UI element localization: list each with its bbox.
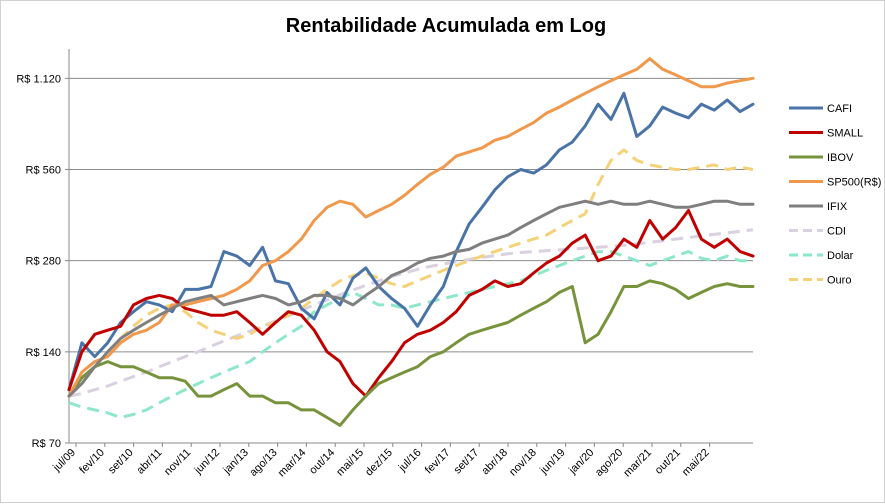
x-tick-label: dez/15	[363, 447, 395, 479]
chart-title: Rentabilidade Acumulada em Log	[286, 15, 606, 37]
series-line-ouro	[67, 148, 754, 398]
x-tick-label: mai/15	[334, 447, 366, 479]
x-tick-label: ago/20	[593, 447, 625, 479]
legend-label-cdi: CDI	[827, 226, 846, 238]
series-line-cafi	[67, 91, 755, 392]
x-tick-label: mar/21	[621, 447, 654, 480]
x-tick-label: set/10	[106, 447, 136, 477]
x-tick-label: jun/19	[537, 447, 567, 477]
legend-label-ouro: Ouro	[827, 275, 851, 287]
y-tick-label: R$ 280	[26, 256, 61, 268]
legend: CAFI SMALL IBOV SP500(R$) IFIX CDI Dolar Ouro	[789, 103, 881, 287]
x-tick-label: jun/12	[192, 447, 222, 477]
x-tick-label: abr/18	[480, 447, 511, 478]
x-tick-label: nov/11	[162, 447, 193, 478]
x-tick-label: ago/13	[247, 447, 279, 479]
legend-label-small: SMALL	[827, 128, 863, 140]
x-tick-label: jan/13	[221, 447, 251, 477]
legend-label-ibov: IBOV	[827, 152, 854, 164]
y-tick-label: R$ 140	[26, 347, 61, 359]
series-line-ifix	[67, 199, 755, 398]
x-tick-label: fev/17	[423, 447, 453, 477]
series-line-small	[67, 209, 755, 398]
x-tick-label: out/21	[653, 447, 683, 477]
x-tick-label: nov/18	[507, 447, 539, 479]
x-tick-label: out/14	[307, 447, 337, 477]
y-tick-label: R$ 560	[26, 165, 61, 177]
x-tick-label: jan/20	[566, 447, 596, 477]
legend-label-ifix: IFIX	[827, 201, 848, 213]
series-line-sp500-r-	[67, 57, 755, 398]
series-line-dolar	[68, 250, 753, 419]
x-tick-label: abr/11	[135, 447, 165, 477]
x-tick-label: mai/22	[680, 447, 712, 479]
y-tick-label: R$ 70	[32, 438, 61, 450]
x-tick-label: jul/16	[396, 447, 424, 475]
legend-label-cafi: CAFI	[827, 103, 852, 115]
x-tick-label: jul/09	[50, 447, 78, 475]
x-tick-label: fev/10	[77, 447, 107, 477]
x-tick-label: mar/14	[276, 447, 309, 480]
x-tick-label: set/17	[452, 447, 482, 477]
series-line-ibov	[67, 279, 755, 427]
y-tick-label: R$ 1.120	[16, 73, 61, 85]
legend-label-sp500-r-: SP500(R$)	[827, 177, 881, 189]
legend-label-dolar: Dolar	[827, 250, 854, 262]
